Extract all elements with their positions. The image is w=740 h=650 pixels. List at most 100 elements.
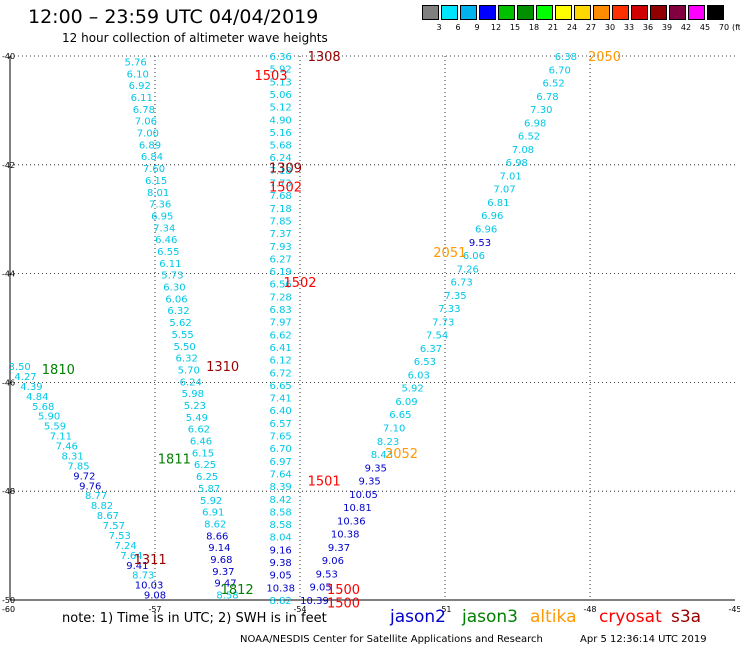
colorbar-label: 15: [509, 23, 521, 32]
swh-value: 8.58: [216, 591, 238, 602]
swh-value: 5.62: [169, 318, 191, 329]
mission-legend-altika: altika: [530, 607, 577, 627]
swh-value: 8.39: [270, 482, 292, 493]
swh-value: 5.92: [401, 384, 423, 395]
swh-value: 6.06: [165, 294, 187, 305]
corner-lon-label: -60: [2, 605, 15, 614]
swh-value: 6.72: [270, 368, 292, 379]
swh-value: 6.78: [536, 92, 558, 103]
colorbar-label: 27: [585, 23, 597, 32]
mission-legend-jason2: jason2: [390, 607, 446, 627]
swh-value: 6.73: [450, 278, 472, 289]
swh-value: 6.12: [270, 356, 292, 367]
mission-legend-cryosat: cryosat: [599, 607, 662, 627]
swh-value: 8.67: [97, 511, 119, 522]
swh-value: 6.92: [129, 81, 151, 92]
swh-value: 6.55: [157, 247, 179, 258]
pass-number-label: 1310: [206, 360, 239, 375]
swh-value: 10.38: [331, 530, 360, 541]
swh-value: 8.42: [270, 495, 292, 506]
colorbar-swatch: [707, 5, 724, 20]
swh-value: 8.73: [132, 571, 154, 582]
swh-value: 6.06: [463, 251, 485, 262]
lon-tick-label: -57: [148, 605, 161, 614]
swh-value: 7.36: [149, 200, 171, 211]
swh-value: 5.98: [182, 389, 204, 400]
pass-number-label: 1502: [283, 276, 316, 291]
pass-number-label: 1811: [158, 453, 191, 468]
swh-value: 8.58: [270, 520, 292, 531]
swh-value: 10.39: [300, 596, 329, 607]
swh-value: 7.85: [67, 461, 89, 472]
lon-tick-label: -51: [438, 605, 451, 614]
swh-value: 7.73: [270, 179, 292, 190]
swh-value: 10.81: [343, 503, 372, 514]
swh-value: 9.53: [316, 569, 338, 580]
swh-value: 6.53: [414, 357, 436, 368]
pass-number-label: 1500: [327, 583, 360, 598]
swh-value: 6.03: [408, 370, 430, 381]
swh-value: 5.90: [38, 412, 60, 423]
swh-value: 6.56: [270, 280, 292, 291]
swh-value: 9.38: [270, 558, 292, 569]
swh-value: 7.37: [270, 229, 292, 240]
swh-value: 10.38: [266, 583, 295, 594]
pass-number-label: 2051: [433, 246, 466, 261]
swh-value: 10.05: [349, 490, 378, 501]
swh-value: 7.18: [270, 204, 292, 215]
swh-value: 5.92: [200, 496, 222, 507]
colorbar-label: 9: [474, 23, 480, 32]
swh-value: 8.04: [270, 533, 292, 544]
swh-value: 5.06: [270, 90, 292, 101]
swh-value: 6.62: [188, 425, 210, 436]
swh-value: 7.46: [56, 442, 78, 453]
swh-value: 6.37: [420, 344, 442, 355]
swh-value: 6.25: [194, 460, 216, 471]
footer-date: Apr 5 12:36:14 UTC 2019: [580, 634, 707, 645]
swh-value: 7.65: [270, 432, 292, 443]
swh-value: 4.39: [20, 382, 42, 393]
colorbar-label: 21: [547, 23, 559, 32]
swh-value: 7.28: [270, 292, 292, 303]
swh-value: 5.59: [44, 422, 66, 433]
colorbar-swatch: [441, 5, 458, 20]
swh-value: 7.85: [270, 216, 292, 227]
swh-value: 6.10: [127, 69, 149, 80]
swh-value: 6.09: [395, 397, 417, 408]
swh-value: 7.11: [50, 432, 72, 443]
colorbar-label: 3: [436, 23, 442, 32]
swh-value: 6.83: [270, 305, 292, 316]
colorbar-label: 70: [718, 23, 730, 32]
swh-value: 9.35: [359, 477, 381, 488]
pass-number-label: 1500: [327, 597, 360, 612]
swh-value: 9.47: [214, 579, 236, 590]
colorbar-swatch: [688, 5, 705, 20]
swh-value: 8.58: [270, 507, 292, 518]
swh-value: 6.65: [270, 381, 292, 392]
swh-value: 8.82: [270, 596, 292, 607]
swh-value: 6.70: [549, 65, 571, 76]
swh-value: 7.00: [137, 129, 159, 140]
swh-value: 6.24: [270, 153, 292, 164]
swh-value: 6.27: [270, 254, 292, 265]
lat-tick-label: -48: [2, 487, 15, 496]
swh-value: 10.36: [337, 516, 366, 527]
swh-value: 6.96: [475, 224, 497, 235]
swh-value: 6.65: [389, 410, 411, 421]
swh-value: 5.73: [161, 271, 183, 282]
swh-value: 7.68: [270, 191, 292, 202]
pass-number-label: 1308: [308, 50, 341, 65]
swh-value: 6.96: [481, 211, 503, 222]
swh-value: 9.06: [322, 556, 344, 567]
swh-value: 7.06: [135, 117, 157, 128]
swh-value: 5.68: [32, 402, 54, 413]
map-title: 12:00 – 23:59 UTC 04/04/2019: [28, 6, 319, 28]
pass-number-label: 1309: [269, 162, 302, 177]
pass-number-label: 2050: [588, 50, 621, 65]
swh-value: 9.35: [365, 463, 387, 474]
swh-value: 7.60: [143, 164, 165, 175]
swh-value: 7.34: [153, 223, 175, 234]
swh-value: 9.08: [144, 591, 166, 602]
colorbar-label: 33: [623, 23, 635, 32]
